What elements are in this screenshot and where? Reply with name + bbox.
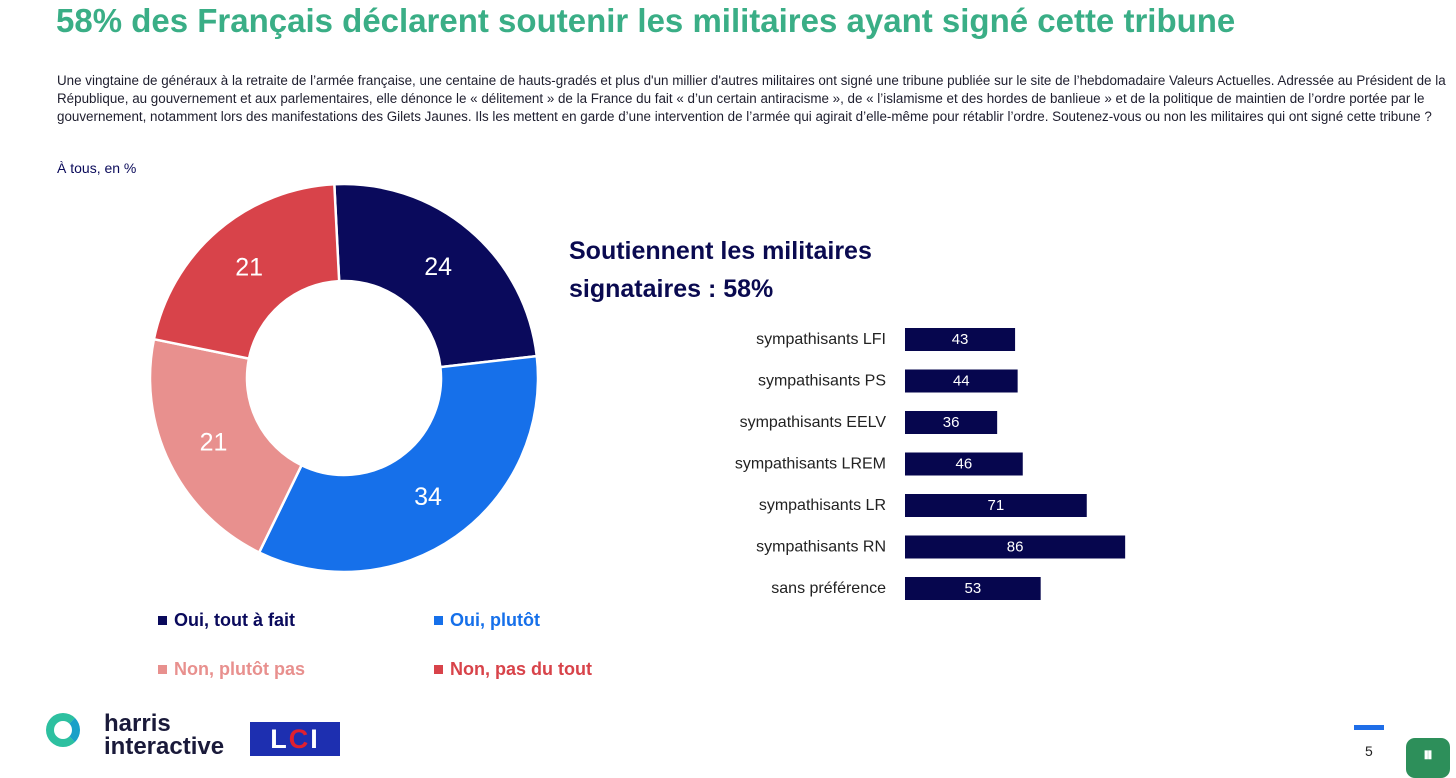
app-badge-icon: ⏸: [1406, 738, 1450, 778]
bar-value-label: 53: [964, 580, 981, 597]
page-accent-line: [1354, 725, 1384, 730]
bar-category-label: sympathisants PS: [758, 373, 886, 390]
bar-chart-title: Soutiennent les militaires signataires :…: [569, 237, 872, 303]
donut-slice-label: 21: [200, 428, 228, 456]
bar-category-label: sympathisants LREM: [735, 456, 886, 473]
donut-slice: [148, 337, 304, 555]
bar: [905, 369, 1018, 393]
legend-item: Non, plutôt pas: [158, 659, 305, 680]
bar-category-label: sympathisants RN: [756, 539, 886, 556]
page-title: 58% des Français déclarent soutenir les …: [56, 2, 1236, 39]
bar-chart: sympathisants LFI 43 sympathisants PS 44 sym…: [735, 328, 1126, 600]
bar-value-label: 36: [943, 414, 960, 431]
legend-item: Non, pas du tout: [434, 659, 592, 680]
bar: [905, 577, 1041, 600]
bar-category-label: sympathisants LR: [759, 497, 886, 514]
donut-slice: [152, 182, 341, 361]
legend-swatch: [158, 616, 167, 625]
legend-swatch: [158, 665, 167, 674]
donut-slice: [257, 354, 540, 574]
bar-category-label: sympathisants EELV: [740, 414, 887, 431]
base-note: À tous, en %: [57, 160, 137, 176]
legend-swatch: [434, 665, 443, 674]
bar-category-label: sympathisants LFI: [756, 331, 886, 348]
harris-ring-icon: [46, 713, 80, 747]
bar-category-label: sans préférence: [771, 580, 886, 597]
bar-value-label: 44: [953, 373, 970, 390]
bar-value-label: 46: [956, 456, 973, 473]
question-text: Une vingtaine de généraux à la retraite …: [57, 73, 1446, 124]
legend-label: Non, pas du tout: [450, 659, 592, 679]
bar: [905, 328, 1016, 351]
bar-value-label: 86: [1007, 539, 1024, 556]
bar: [905, 411, 998, 434]
bar-value-label: 71: [988, 497, 1005, 514]
donut-slice-label: 34: [414, 483, 442, 511]
donut-slice: [332, 182, 539, 369]
donut-slice-label: 21: [235, 254, 263, 282]
legend-label: Non, plutôt pas: [174, 659, 305, 679]
legend-label: Oui, plutôt: [450, 610, 540, 630]
harris-logo-text: harris interactive: [104, 710, 225, 760]
bar-value-label: 43: [952, 331, 969, 348]
bar: [905, 494, 1087, 517]
bar: [905, 535, 1126, 559]
donut-chart: 24 34 21 21: [148, 182, 540, 574]
legend-item: Oui, plutôt: [434, 610, 540, 631]
legend-swatch: [434, 616, 443, 625]
legend-item: Oui, tout à fait: [158, 610, 295, 631]
legend-label: Oui, tout à fait: [174, 610, 295, 630]
page-number: 5: [1365, 743, 1373, 759]
bar: [905, 452, 1023, 476]
donut-slice-label: 24: [424, 253, 452, 281]
